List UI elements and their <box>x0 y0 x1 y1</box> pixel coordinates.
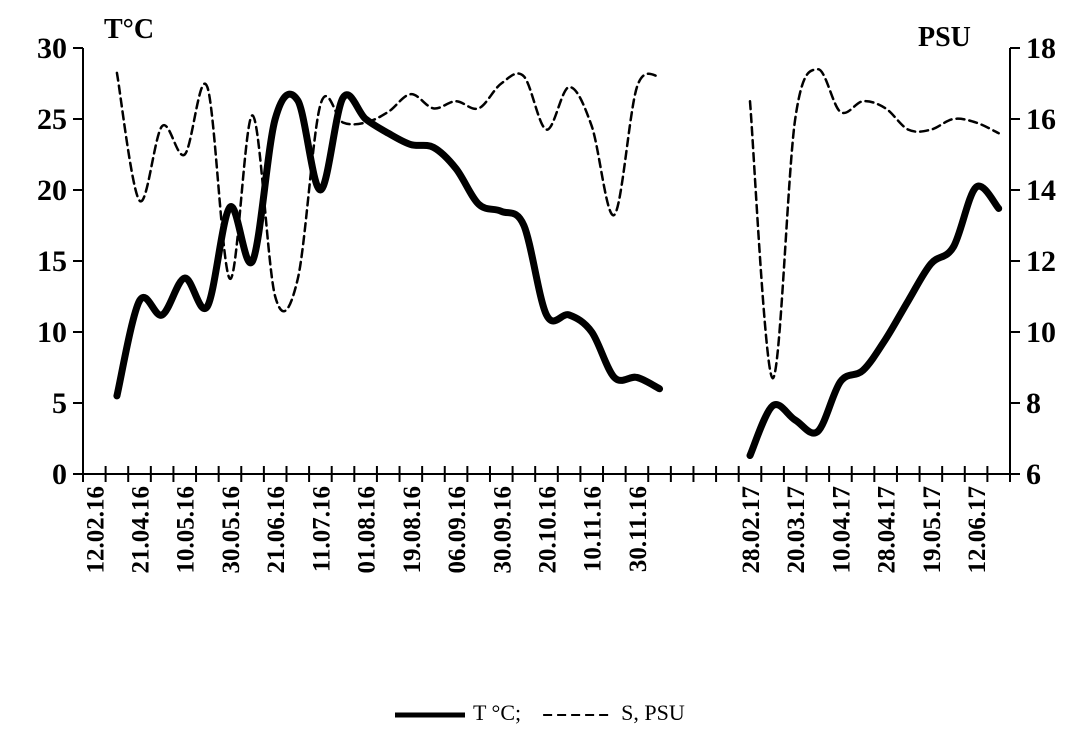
legend-label: T °C; <box>473 700 521 725</box>
x-tick-label: 28.02.17 <box>738 486 765 574</box>
series-line <box>113 90 1003 460</box>
x-tick-label: 01.08.16 <box>354 486 381 574</box>
y-tick-label: 20 <box>37 174 67 207</box>
y2-tick-label: 12 <box>1026 245 1056 278</box>
y2-tick-label: 6 <box>1026 458 1041 491</box>
y-tick-label: 15 <box>37 245 67 278</box>
y2-tick-label: 14 <box>1026 174 1056 207</box>
x-tick-label: 20.03.17 <box>783 486 810 574</box>
y-tick-label: 5 <box>52 387 67 420</box>
y2-tick-label: 18 <box>1026 32 1056 65</box>
series-line <box>115 68 1000 380</box>
x-tick-label: 30.11.16 <box>625 486 652 572</box>
x-tick-label: 28.04.17 <box>874 486 901 574</box>
x-tick-label: 11.07.16 <box>308 486 335 572</box>
x-tick-label: 10.05.16 <box>173 486 200 574</box>
x-tick-label: 12.02.16 <box>82 486 109 574</box>
y-axis-label: T°C <box>104 14 154 45</box>
y2-tick-label: 10 <box>1026 316 1056 349</box>
y-tick-label: 0 <box>52 458 67 491</box>
x-tick-label: 30.09.16 <box>489 486 516 574</box>
x-tick-label: 30.05.16 <box>218 486 245 574</box>
y-tick-label: 10 <box>37 316 67 349</box>
y-tick-label: 30 <box>37 32 67 65</box>
y-tick-label: 25 <box>37 103 67 136</box>
x-tick-label: 21.04.16 <box>128 486 155 574</box>
x-tick-label: 06.09.16 <box>444 486 471 574</box>
y2-tick-label: 16 <box>1026 103 1056 136</box>
x-tick-label: 21.06.16 <box>263 486 290 574</box>
y2-tick-label: 8 <box>1026 387 1041 420</box>
x-tick-label: 10.11.16 <box>580 486 607 572</box>
legend-label: S, PSU <box>621 700 685 725</box>
x-tick-label: 19.08.16 <box>399 486 426 574</box>
x-tick-label: 19.05.17 <box>919 486 946 574</box>
y2-axis-label: PSU <box>918 22 971 53</box>
x-tick-label: 12.06.17 <box>964 486 991 574</box>
x-tick-label: 10.04.17 <box>828 486 855 574</box>
x-tick-label: 20.10.16 <box>535 486 562 574</box>
